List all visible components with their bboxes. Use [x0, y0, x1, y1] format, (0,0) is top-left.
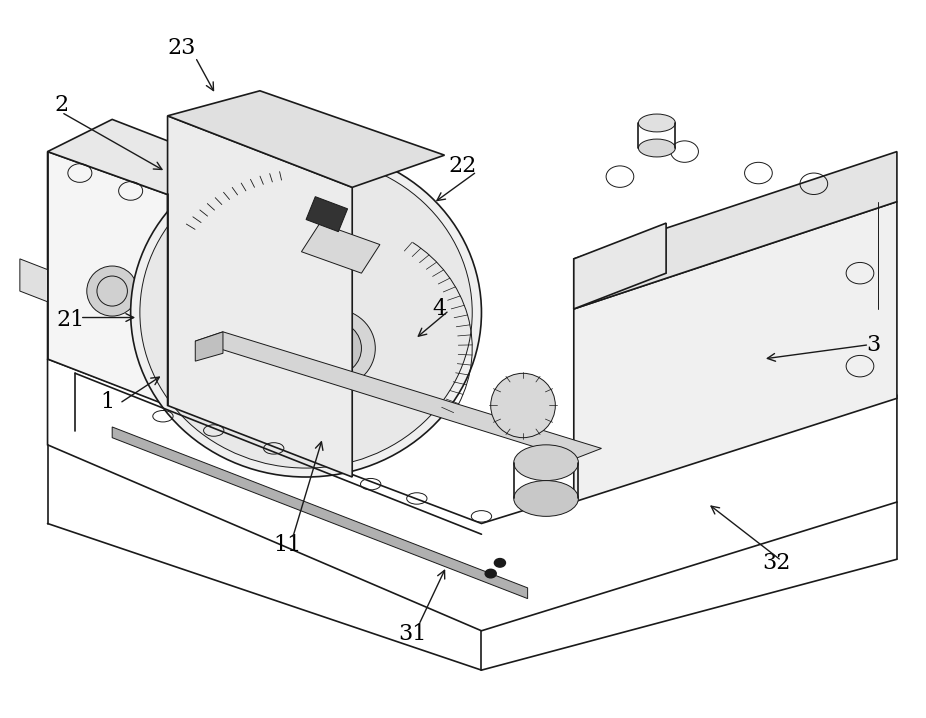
Text: 4: 4: [432, 298, 447, 320]
Text: 22: 22: [449, 155, 477, 177]
Text: 23: 23: [168, 37, 195, 59]
Polygon shape: [47, 119, 232, 195]
Ellipse shape: [638, 139, 675, 157]
Ellipse shape: [87, 266, 138, 316]
Text: 32: 32: [763, 552, 791, 574]
Polygon shape: [195, 332, 223, 361]
Polygon shape: [302, 223, 380, 273]
Ellipse shape: [514, 480, 579, 516]
Ellipse shape: [307, 322, 361, 375]
Polygon shape: [574, 223, 666, 309]
Polygon shape: [168, 116, 352, 477]
Polygon shape: [574, 202, 897, 502]
Ellipse shape: [140, 157, 472, 468]
Polygon shape: [168, 90, 444, 187]
Polygon shape: [19, 259, 47, 302]
Ellipse shape: [514, 445, 579, 480]
Polygon shape: [112, 427, 528, 599]
Polygon shape: [574, 151, 897, 309]
Circle shape: [494, 559, 506, 567]
Polygon shape: [195, 332, 602, 459]
Polygon shape: [307, 197, 347, 232]
Text: 2: 2: [55, 94, 69, 116]
Ellipse shape: [293, 309, 375, 388]
Text: 3: 3: [867, 334, 881, 355]
Ellipse shape: [131, 148, 482, 477]
Text: 21: 21: [56, 309, 85, 331]
Polygon shape: [47, 151, 168, 406]
Ellipse shape: [491, 373, 556, 438]
Text: 31: 31: [398, 623, 426, 645]
Ellipse shape: [638, 114, 675, 132]
Text: 11: 11: [273, 534, 302, 556]
Circle shape: [485, 569, 496, 578]
Text: 1: 1: [101, 391, 115, 413]
